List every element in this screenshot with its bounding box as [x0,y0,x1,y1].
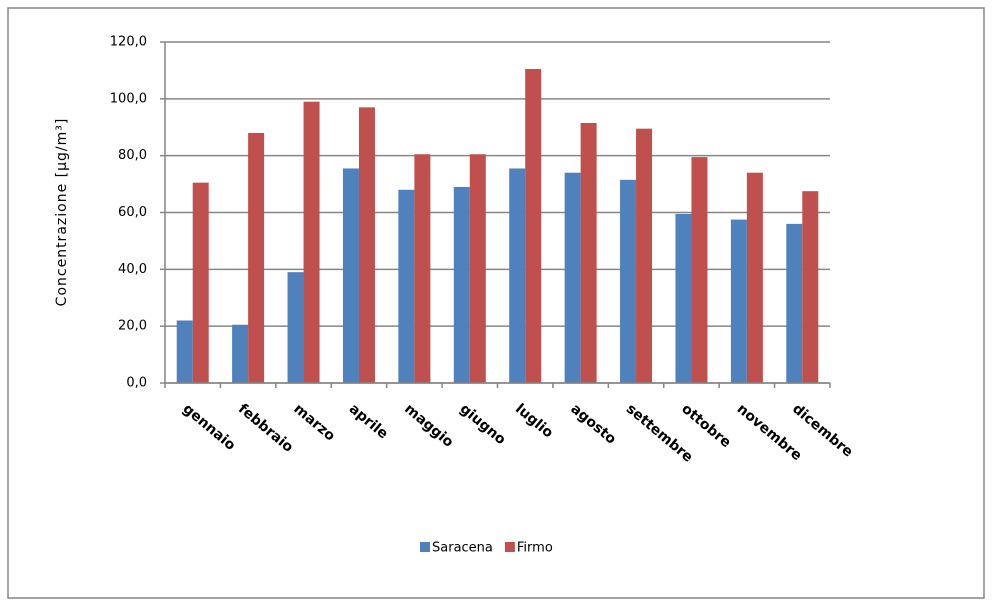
y-tick-label: 60,0 [118,205,147,220]
bar [746,172,763,383]
y-tick-label: 100,0 [110,91,147,106]
bar [469,154,486,383]
bar [358,107,375,383]
bar [675,213,692,383]
bar [303,101,320,384]
bar [786,223,803,383]
bar [453,186,470,383]
legend-label: Saracena [432,541,493,556]
y-tick-label: 20,0 [118,319,147,334]
y-tick-label: 40,0 [118,262,147,277]
bar [398,189,415,383]
bar [730,219,747,383]
bar [342,168,359,383]
bar [176,320,193,383]
bar [636,128,653,383]
legend-swatch [504,542,515,552]
bar [248,132,265,383]
legend-label: Firmo [517,541,553,556]
bar [580,122,597,384]
bar [509,168,526,383]
bar [414,154,431,383]
bar [232,324,249,383]
bar [802,191,819,383]
y-axis-label: Concentrazione [µg/m³] [54,118,70,307]
chart-frame [7,7,985,599]
bar [620,179,637,383]
legend-swatch [420,542,430,552]
bar [525,68,542,383]
y-tick-label: 80,0 [118,148,147,163]
bar [287,272,304,383]
y-tick-label: 120,0 [110,35,147,50]
y-tick-label: 0,0 [126,376,147,391]
bar [192,182,209,383]
bar [564,172,581,383]
bar [691,157,708,383]
